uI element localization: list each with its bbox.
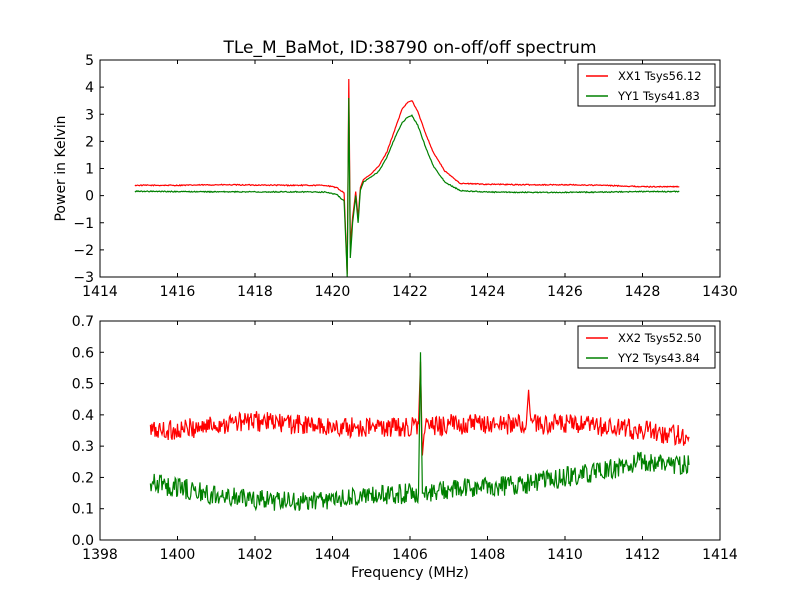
x-tick-label: 1414 bbox=[82, 284, 118, 300]
chart-panel-2: 1398 1400 1402 1404 1406 1408 1410 1412 1414 0.0 0… bbox=[72, 314, 738, 563]
y-tick-label: 2 bbox=[85, 134, 94, 150]
y-tick-label: 0.3 bbox=[72, 439, 94, 455]
chart-panel-1: 1414 1416 1418 1420 1422 1424 1426 1428 1430−3−2… bbox=[53, 53, 738, 300]
y-tick-label: −1 bbox=[73, 216, 94, 232]
legend-label: YY2 Tsys43.84 bbox=[617, 351, 700, 365]
x-tick-label: 1422 bbox=[392, 284, 428, 300]
y-tick-label: 0.1 bbox=[72, 502, 94, 518]
x-tick-label: 1404 bbox=[315, 547, 351, 563]
legend-2: XX2 Tsys52.50 YY2 Tsys43.84 bbox=[577, 325, 716, 369]
y-tick-label: 3 bbox=[85, 107, 94, 123]
legend-label: YY1 Tsys41.83 bbox=[617, 89, 700, 103]
x-axis-label: Frequency (MHz) bbox=[351, 565, 469, 581]
y-tick-label: 0.0 bbox=[72, 533, 94, 549]
x-tick-label: 1420 bbox=[315, 284, 351, 300]
legend-box bbox=[577, 63, 716, 107]
y-tick-label: −3 bbox=[73, 270, 94, 286]
y-axis-label: Power in Kelvin bbox=[53, 115, 69, 221]
series-line-1-1 bbox=[134, 78, 680, 275]
x-tick-label: 1410 bbox=[547, 547, 583, 563]
x-tick-label: 1428 bbox=[625, 284, 661, 300]
legend-label: XX2 Tsys52.50 bbox=[618, 331, 702, 345]
x-tick-label: 1424 bbox=[470, 284, 506, 300]
y-tick-label: 0.2 bbox=[72, 470, 94, 486]
x-tick-label: 1416 bbox=[160, 284, 196, 300]
chart-title: TLe_M_BaMot, ID:38790 on-off/off spectru… bbox=[222, 38, 596, 58]
y-tick-label: −2 bbox=[73, 243, 94, 259]
legend-1: XX1 Tsys56.12 YY1 Tsys41.83 bbox=[577, 63, 716, 107]
y-tick-label: 0.7 bbox=[72, 314, 94, 330]
y-tick-label: 0.4 bbox=[72, 408, 94, 424]
x-tick-label: 1406 bbox=[392, 547, 428, 563]
legend-label: XX1 Tsys56.12 bbox=[618, 69, 702, 83]
x-tick-label: 1398 bbox=[82, 547, 118, 563]
x-tick-label: 1426 bbox=[547, 284, 583, 300]
y-tick-label: 0.6 bbox=[72, 345, 94, 361]
series-line-1-2 bbox=[134, 97, 680, 277]
legend-box bbox=[577, 325, 716, 369]
y-tick-label: 0 bbox=[85, 189, 94, 205]
y-tick-label: 5 bbox=[85, 53, 94, 69]
x-tick-label: 1430 bbox=[702, 284, 738, 300]
y-tick-label: 0.5 bbox=[72, 377, 94, 393]
x-tick-label: 1418 bbox=[237, 284, 273, 300]
y-tick-label: 4 bbox=[85, 80, 94, 96]
x-tick-label: 1408 bbox=[470, 547, 506, 563]
x-tick-label: 1414 bbox=[702, 547, 738, 563]
x-tick-label: 1412 bbox=[625, 547, 661, 563]
x-tick-label: 1400 bbox=[160, 547, 196, 563]
series-line-2-2 bbox=[149, 352, 690, 512]
x-tick-label: 1402 bbox=[237, 547, 273, 563]
y-tick-label: 1 bbox=[85, 162, 94, 178]
